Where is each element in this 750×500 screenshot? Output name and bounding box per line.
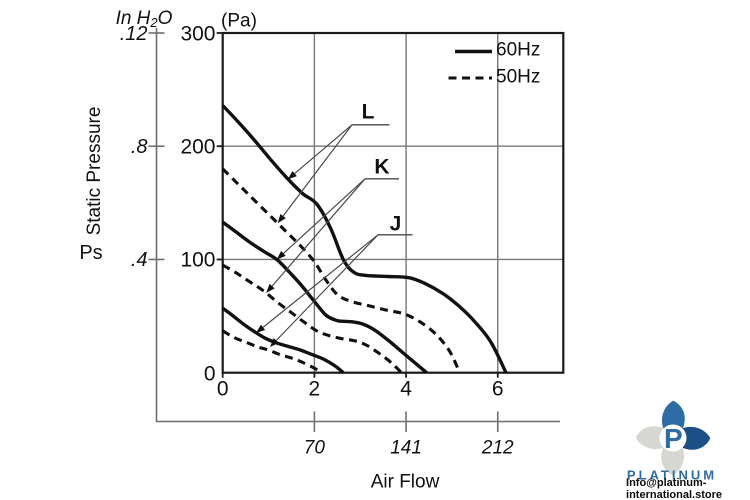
pa-tick-label-100: 100 <box>180 248 216 272</box>
pa-tick-label-0: 0 <box>203 362 216 386</box>
arrow-j-0-line <box>262 234 379 328</box>
curve-l-60hz <box>221 104 508 374</box>
watermark-brand: PLATINUM <box>626 467 718 483</box>
arrow-l-1-line <box>282 124 353 217</box>
watermark-email: Info@platinum-international.store <box>626 477 722 500</box>
curve-k-50hz <box>221 263 403 374</box>
arrow-j-1-head <box>270 338 279 347</box>
logo-p-glyph: P <box>664 423 683 454</box>
plot-border <box>221 31 565 374</box>
pa-tick-label-300: 300 <box>180 22 216 46</box>
arrow-k-0-head <box>276 250 286 260</box>
curve-j-60hz <box>221 306 345 375</box>
model-label-l: L <box>361 100 375 124</box>
cfm-tick-label-212: 212 <box>481 437 514 459</box>
legend-label-60hz: 60Hz <box>496 39 541 61</box>
y-axis-title: Static Pressure <box>84 106 105 236</box>
logo-center-circle <box>659 424 687 452</box>
arrow-l-1-head <box>277 213 286 224</box>
arrow-j-1-line <box>275 234 379 341</box>
curve-k-60hz <box>221 220 428 375</box>
x-tick-label-6: 6 <box>491 377 504 400</box>
secondary-y-axis-unit: In H2O <box>115 8 173 30</box>
y-axis-symbol: Ps <box>79 242 103 264</box>
legend-label-50hz: 50Hz <box>496 66 541 88</box>
inh2o-tick-label-.4: .4 <box>130 249 148 272</box>
arrow-l-0-head <box>287 170 297 180</box>
secondary-axes <box>155 28 560 423</box>
arrow-k-0-line <box>283 178 366 254</box>
model-label-j: J <box>389 212 402 235</box>
arrow-l-0-line <box>294 124 353 175</box>
cfm-tick-label-141: 141 <box>390 437 422 459</box>
curve-j-50hz <box>221 329 323 374</box>
arrow-j-0-head <box>256 324 266 333</box>
arrow-k-1-line <box>271 178 366 287</box>
x-tick-label-2: 2 <box>308 377 321 400</box>
x-tick-label-0: 0 <box>216 377 229 400</box>
model-label-k: K <box>374 155 390 178</box>
cfm-tick-label-70: 70 <box>303 437 325 459</box>
inh2o-tick-label-.8: .8 <box>130 136 148 159</box>
platinum-logo-icon: P <box>635 400 711 476</box>
curve-l-50hz <box>221 167 462 374</box>
primary-y-axis-unit: (Pa) <box>221 10 257 32</box>
pa-tick-label-200: 200 <box>180 135 216 159</box>
x-tick-label-4: 4 <box>400 377 412 400</box>
x-axis-title: Air Flow <box>370 471 440 493</box>
arrow-k-1-head <box>266 283 275 293</box>
inh2o-tick-label-.12: .12 <box>119 23 148 45</box>
